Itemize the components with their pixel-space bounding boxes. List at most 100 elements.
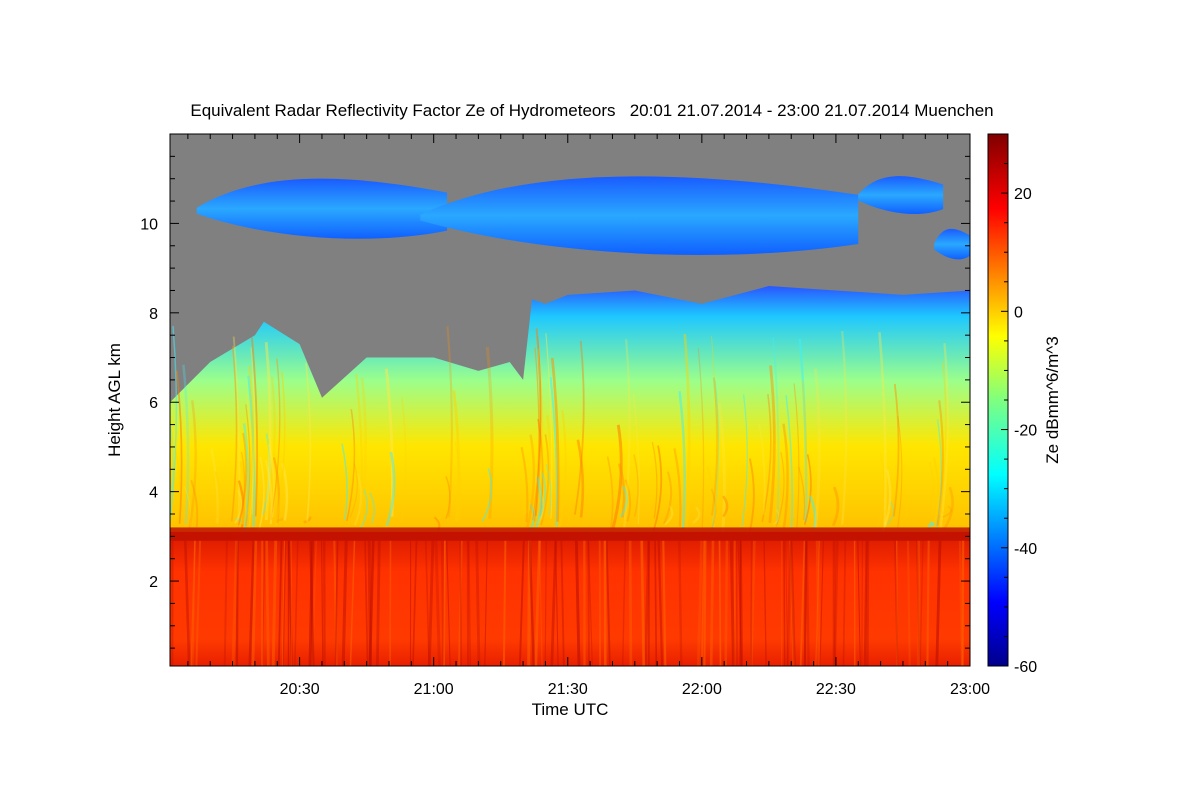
fallstreak (437, 501, 446, 521)
fallstreak (454, 441, 462, 521)
fallstreak (481, 468, 493, 522)
fallstreak (711, 335, 717, 529)
fallstreak (264, 341, 272, 521)
fallstreak (777, 480, 785, 526)
fallstreak (697, 347, 705, 528)
fallstreak (184, 486, 192, 527)
rain-streak (341, 540, 348, 666)
fallstreak (275, 371, 286, 526)
fallstreak (775, 452, 785, 527)
rain-streak (475, 540, 481, 666)
rain-streak (412, 540, 418, 666)
rain-streak (587, 540, 590, 666)
fallstreak (341, 443, 348, 520)
rain-streak (434, 540, 441, 666)
fallstreak (761, 394, 772, 523)
fallstreak (232, 336, 241, 528)
fallstreak (576, 439, 585, 518)
fallstreak (545, 333, 553, 519)
rain-streak (534, 540, 541, 666)
rain-streak (709, 540, 715, 666)
fallstreak (349, 463, 358, 518)
y-tick-label: 4 (149, 485, 158, 502)
rain-streak (560, 540, 565, 666)
rain-streak (235, 540, 239, 666)
fallstreak (452, 390, 461, 522)
rain-streak (786, 540, 792, 666)
fallstreak (538, 472, 547, 519)
rain-streak (640, 540, 646, 666)
fallstreak (801, 380, 808, 527)
fallstreak (617, 463, 626, 518)
fallstreak (768, 365, 776, 524)
y-axis: 2 4 6 8 10 (140, 133, 970, 649)
rain-streak (195, 540, 202, 666)
fallstreak (942, 505, 952, 518)
fallstreak (683, 333, 691, 531)
fallstreak (537, 348, 544, 531)
fallstreak (385, 451, 396, 527)
fallstreak (935, 419, 942, 532)
x-tick-label: 20:30 (280, 681, 320, 698)
rain-streak (467, 540, 472, 666)
rain-streak (916, 540, 921, 666)
x-axis: 20:30 21:00 21:30 22:00 22:30 23:00 (187, 134, 990, 698)
rain-streak (427, 540, 435, 666)
fallstreak (942, 486, 954, 531)
rain-streak (919, 540, 924, 666)
fallstreak (533, 347, 540, 522)
rain-streak (443, 540, 446, 666)
rain-streak (376, 540, 381, 666)
x-tick-label: 22:00 (682, 681, 722, 698)
fallstreak (933, 457, 940, 525)
rain-streak (574, 540, 581, 666)
rain-streak (783, 540, 786, 666)
fallstreak (710, 488, 717, 529)
rain-streak (281, 540, 286, 666)
fallstreak (346, 409, 356, 522)
fallstreak (611, 424, 623, 530)
rain-streak (654, 540, 658, 666)
fallstreak (445, 476, 451, 520)
rain-streak (290, 540, 293, 666)
colorbar-tick-label: 0 (1014, 304, 1023, 321)
melting-layer (170, 527, 970, 541)
fallstreak (841, 330, 848, 525)
y-tick-label: 10 (140, 216, 158, 233)
x-tick-label: 23:00 (950, 681, 990, 698)
fallstreak (264, 460, 273, 525)
rain-streak (729, 540, 735, 666)
rain-streak (364, 540, 369, 666)
x-tick-label: 22:30 (816, 681, 856, 698)
rain-streak (184, 540, 191, 666)
rain-streak (248, 540, 255, 666)
rain-streak (261, 540, 266, 666)
rain-streak (518, 540, 525, 666)
colorbar-tick-label: -60 (1014, 659, 1037, 676)
fallstreak (446, 326, 453, 518)
rain-streak (833, 540, 839, 666)
rain-streak (459, 540, 463, 666)
rain-streak (538, 540, 543, 666)
rain-streak (527, 540, 531, 666)
fallstreak (663, 504, 674, 526)
fallstreak (175, 370, 183, 524)
rain-streak (935, 540, 942, 666)
rain-streak (231, 540, 239, 666)
rain-streak (309, 540, 315, 666)
fallstreak (237, 432, 248, 526)
fallstreak (188, 400, 197, 530)
fallstreak (239, 461, 247, 525)
colorbar-tick-label: -40 (1014, 541, 1037, 558)
fallstreak (711, 377, 719, 516)
fallstreak (545, 464, 552, 516)
fallstreak (270, 358, 281, 521)
fallstreak (633, 454, 639, 517)
rain-streak (926, 540, 930, 666)
plot-frame (169, 133, 971, 667)
fallstreak (564, 512, 570, 528)
rain-streak (750, 540, 756, 666)
rain-streak (785, 540, 788, 666)
fallstreak (258, 456, 265, 531)
